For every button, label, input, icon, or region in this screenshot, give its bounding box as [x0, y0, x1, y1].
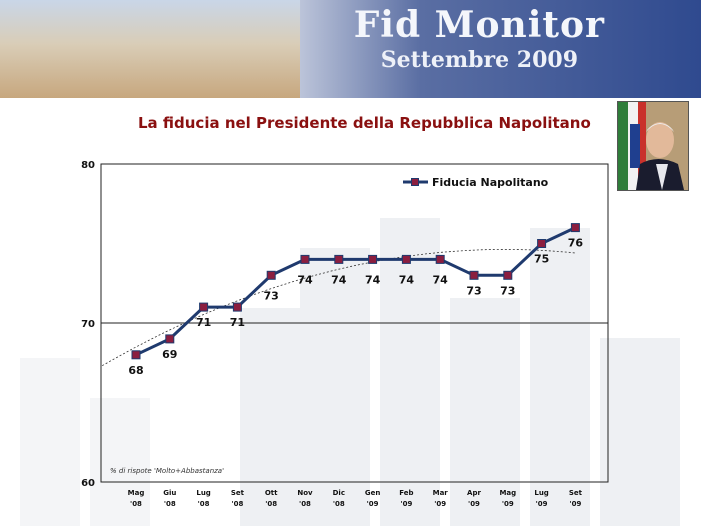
footnote: % di rispote 'Molto+Abbastanza' [110, 467, 224, 475]
x-tick-label: Giu [163, 489, 176, 497]
data-label: 71 [230, 316, 245, 329]
x-tick-label: Set [569, 489, 583, 497]
palace-image [0, 0, 300, 98]
x-tick-label: '08 [231, 500, 243, 508]
data-point [435, 254, 445, 264]
data-point [570, 223, 580, 233]
x-tick-label: Ott [265, 489, 278, 497]
header-banner: Fid Monitor Settembre 2009 [0, 0, 701, 98]
x-tick-label: '09 [367, 500, 379, 508]
data-label: 74 [399, 273, 415, 286]
data-point [199, 302, 209, 312]
x-tick-label: '08 [164, 500, 176, 508]
data-label: 74 [297, 273, 313, 286]
data-label: 74 [433, 273, 449, 286]
y-tick-label: 60 [81, 478, 95, 489]
trend-line [102, 248, 576, 367]
x-tick-label: Feb [399, 489, 413, 497]
brand-title: Fid Monitor Settembre 2009 [354, 4, 605, 74]
y-tick-label: 80 [81, 160, 95, 171]
brand-line-1: Fid Monitor [353, 4, 605, 46]
x-tick-label: Mar [433, 489, 449, 497]
data-label: 71 [196, 316, 211, 329]
data-point [266, 270, 276, 280]
data-label: 68 [128, 364, 143, 377]
x-tick-label: '09 [569, 500, 581, 508]
x-tick-label: '08 [333, 500, 345, 508]
data-point [469, 270, 479, 280]
legend: Fiducia Napolitano [403, 176, 549, 189]
data-label: 73 [500, 284, 515, 297]
x-tick-label: Lug [534, 489, 548, 497]
data-point [300, 254, 310, 264]
x-tick-label: Gen [365, 489, 380, 497]
y-tick-label: 70 [81, 319, 95, 330]
brand-line-2: Settembre 2009 [380, 47, 579, 73]
data-label: 75 [534, 253, 549, 266]
data-point [334, 254, 344, 264]
data-point [503, 270, 513, 280]
x-tick-label: '09 [400, 500, 412, 508]
data-label: 73 [264, 289, 279, 302]
x-tick-label: Lug [196, 489, 210, 497]
x-tick-label: Mag [128, 489, 145, 497]
x-tick-label: '09 [502, 500, 514, 508]
x-tick-label: Nov [297, 489, 313, 497]
data-point [131, 350, 141, 360]
x-tick-label: '09 [536, 500, 548, 508]
x-tick-label: '09 [434, 500, 446, 508]
x-tick-label: '09 [468, 500, 480, 508]
x-tick-label: '08 [265, 500, 277, 508]
data-point [537, 239, 547, 248]
data-label: 74 [331, 273, 347, 286]
data-point [165, 334, 175, 344]
x-tick-label: Apr [467, 489, 481, 497]
legend-label: Fiducia Napolitano [432, 176, 549, 189]
data-label: 73 [466, 284, 481, 297]
data-point [368, 254, 378, 264]
president-portrait [617, 101, 689, 191]
data-label: 76 [568, 237, 584, 250]
x-tick-label: '08 [130, 500, 142, 508]
x-tick-label: Mag [499, 489, 516, 497]
legend-marker [411, 178, 419, 186]
x-tick-label: Set [231, 489, 245, 497]
x-tick-label: '08 [299, 500, 311, 508]
data-label: 74 [365, 273, 381, 286]
x-tick-label: Dic [333, 489, 345, 497]
data-point [401, 254, 411, 264]
series-line [135, 226, 577, 357]
background-decoration [20, 218, 680, 526]
data-point [232, 302, 242, 312]
chart-title: La fiducia nel Presidente della Repubbli… [138, 114, 591, 132]
data-label: 69 [162, 348, 177, 361]
x-tick-label: '08 [198, 500, 210, 508]
